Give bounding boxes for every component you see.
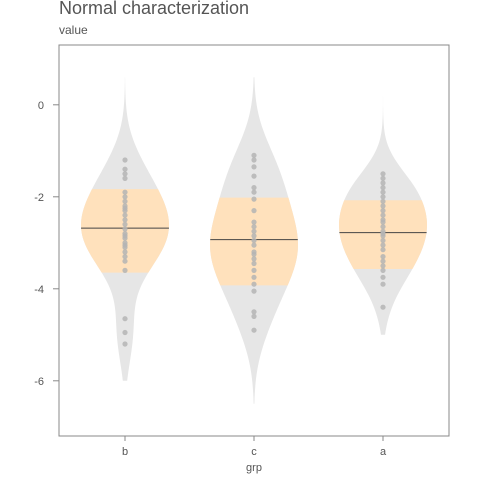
data-point-c-6 [251,196,257,202]
data-point-b-25 [122,329,128,336]
data-point-a-22 [380,267,386,273]
data-point-c-2 [251,164,257,170]
data-point-b-13 [122,226,128,232]
data-point-b-26 [122,341,128,347]
x-tick-label-a: a [380,446,387,458]
data-point-a-12 [380,224,386,230]
data-point-c-7 [251,208,257,214]
violin-group-b [81,77,169,381]
data-point-a-9 [380,212,386,218]
y-axis: 0 -2 -4 -6 [34,100,59,388]
data-point-b-10 [122,212,128,218]
data-point-a-5 [380,194,386,200]
data-point-a-25 [380,304,386,310]
data-point-c-0 [251,152,257,158]
data-point-a-17 [380,242,386,248]
data-point-b-16 [122,235,128,241]
chart-title: Normal characterization [59,0,249,18]
y-tick-label-3: -6 [34,376,44,388]
data-point-b-1 [122,166,128,172]
data-point-c-22 [251,309,257,315]
data-point-c-4 [251,185,257,191]
data-point-c-3 [251,173,257,179]
data-point-a-16 [380,237,386,244]
data-point-a-20 [380,258,386,264]
data-point-b-5 [122,194,128,200]
data-point-b-3 [122,175,128,181]
y-tick-label-2: -4 [34,284,44,296]
data-point-a-0 [380,171,386,177]
data-point-c-23 [251,313,257,319]
data-point-c-20 [251,281,257,287]
data-point-c-13 [251,242,257,248]
data-point-a-24 [380,281,386,287]
plot-area [81,77,427,404]
data-point-b-23 [122,267,128,273]
data-point-b-21 [122,254,128,260]
data-point-a-23 [380,274,386,280]
y-tick-label-1: -2 [34,192,44,204]
data-point-a-18 [380,247,386,253]
data-point-c-10 [251,228,257,234]
violin-group-c [210,77,298,404]
data-point-a-6 [380,198,386,204]
data-point-b-12 [122,221,128,227]
chart-subtitle: value [59,23,88,37]
data-point-c-17 [251,260,257,267]
data-point-b-4 [122,189,128,195]
x-tick-label-b: b [122,446,128,458]
data-point-a-19 [380,254,386,260]
violin-group-a [339,95,427,335]
data-point-c-15 [251,251,257,257]
data-point-c-18 [251,267,257,273]
data-point-c-24 [251,327,257,333]
data-point-c-9 [251,224,257,230]
data-point-b-11 [122,217,128,223]
data-point-b-20 [122,249,128,255]
x-axis-label: grp [246,462,262,474]
y-tick-label-0: 0 [38,100,44,112]
data-point-c-21 [251,288,257,294]
data-point-b-6 [122,198,128,204]
data-point-a-2 [380,180,386,186]
data-point-a-1 [380,175,386,181]
x-tick-label-c: c [251,446,257,458]
data-point-c-11 [251,233,257,239]
data-point-b-2 [122,171,128,177]
data-point-a-7 [380,203,386,209]
data-point-a-21 [380,263,386,269]
data-point-a-8 [380,208,386,214]
data-point-a-11 [380,219,386,225]
data-point-a-15 [380,233,386,239]
data-point-c-8 [251,219,257,225]
data-point-c-5 [251,189,257,195]
data-point-c-12 [251,237,257,244]
data-point-a-4 [380,189,386,195]
data-point-b-19 [122,244,128,250]
data-point-b-22 [122,258,128,264]
data-point-a-3 [380,185,386,191]
data-point-c-16 [251,256,257,262]
data-point-c-19 [251,274,257,280]
data-point-b-9 [122,208,128,214]
data-point-c-1 [251,157,257,163]
data-point-b-0 [122,157,128,163]
data-point-b-24 [122,316,128,322]
